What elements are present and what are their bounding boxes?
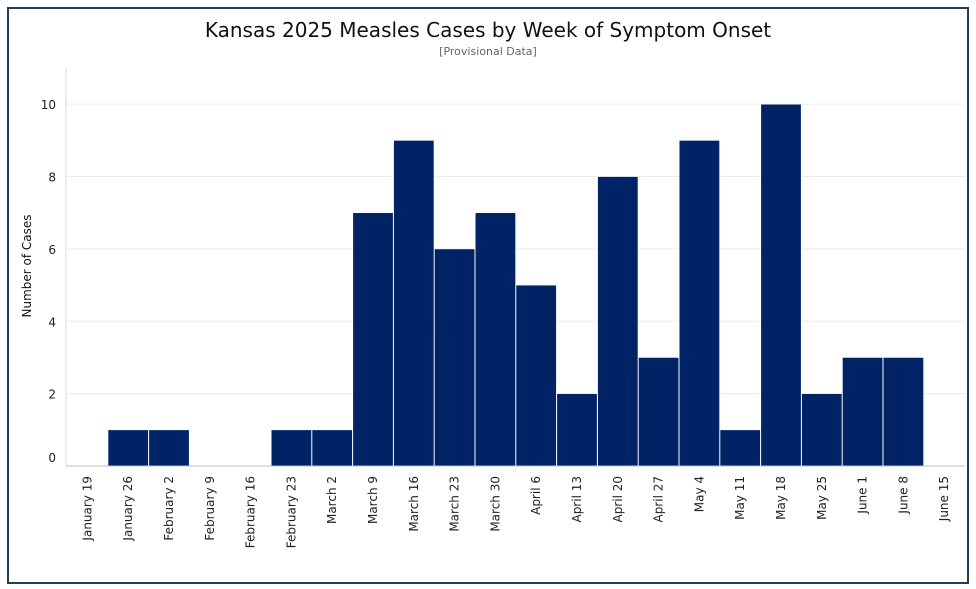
bar-may-25: [801, 393, 843, 467]
bar-april-6: [515, 284, 557, 467]
bar-april-20: [597, 176, 639, 467]
x-tick-label: March 2: [325, 476, 339, 524]
bar-march-30: [474, 212, 516, 467]
bar-april-27: [638, 357, 680, 467]
bar-february-2: [148, 429, 190, 467]
chart-frame: [7, 7, 969, 584]
x-tick-label: March 9: [366, 476, 380, 524]
y-axis-label: Number of Cases: [20, 214, 34, 317]
x-tick-label: May 11: [733, 476, 747, 520]
bar-june-8: [882, 357, 924, 467]
y-tick-label: 10: [41, 98, 56, 112]
x-tick-label: March 23: [448, 476, 462, 532]
y-tick-labels: 0 2 4 6 8 10: [41, 98, 56, 465]
x-tick-label: April 27: [652, 476, 666, 523]
bar-may-4: [678, 140, 720, 467]
x-tick-label: March 30: [488, 476, 502, 532]
x-tick-label: April 20: [611, 476, 625, 523]
y-tick-label: 8: [48, 171, 56, 185]
y-tick-label: 0: [48, 451, 56, 465]
bar-june-1: [842, 357, 884, 467]
x-tick-label: February 2: [162, 476, 176, 541]
x-tick-label: April 13: [570, 476, 584, 523]
bar-april-13: [556, 393, 598, 467]
x-tick-label: May 18: [774, 476, 788, 520]
x-tick-labels: January 19 January 26 February 2 February 9…: [80, 476, 951, 548]
x-tick-label: June 15: [937, 476, 951, 522]
x-tick-label: May 4: [692, 476, 706, 512]
chart-title: Kansas 2025 Measles Cases by Week of Sym…: [204, 18, 772, 42]
y-tick-label: 6: [48, 243, 56, 257]
y-tick-label: 2: [48, 388, 56, 402]
axes: [65, 68, 965, 467]
bar-march-9: [352, 212, 394, 467]
bar-may-18: [760, 103, 802, 467]
x-tick-label: March 16: [407, 476, 421, 532]
bar-march-16: [393, 140, 435, 467]
bar-march-2: [311, 429, 353, 467]
x-tick-label: February 9: [203, 476, 217, 541]
x-tick-label: February 16: [244, 476, 258, 548]
y-tick-label: 4: [48, 315, 56, 329]
chart-subtitle: [Provisional Data]: [439, 45, 537, 58]
bar-february-23: [270, 429, 312, 467]
x-tick-label: January 26: [121, 476, 135, 542]
x-tick-label: February 23: [284, 476, 298, 548]
x-tick-label: April 6: [529, 476, 543, 515]
x-tick-label: January 19: [80, 476, 94, 542]
bar-march-23: [434, 248, 476, 467]
bar-january-26: [107, 429, 149, 467]
x-tick-label: June 8: [896, 476, 910, 515]
x-tick-label: May 25: [815, 476, 829, 520]
bars: [107, 103, 924, 467]
bar-may-11: [719, 429, 761, 467]
x-tick-label: June 1: [856, 476, 870, 515]
